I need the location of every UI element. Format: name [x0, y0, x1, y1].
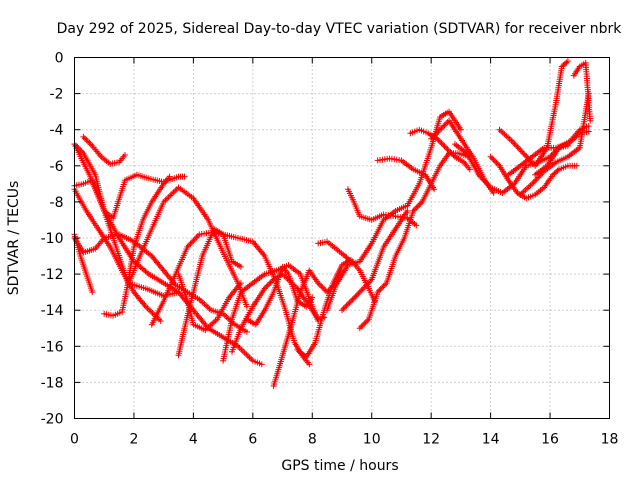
series-s27: [487, 153, 580, 202]
series-s19: [324, 108, 464, 314]
y-tick-label: -8: [50, 195, 64, 211]
series-markers: [243, 263, 316, 328]
series-markers: [315, 238, 354, 265]
x-tick-label: 14: [482, 432, 500, 448]
x-tick-label: 4: [189, 432, 198, 448]
y-tick-label: -4: [50, 123, 64, 139]
x-tick-labels: 0 2 4 6 8 10 12 14 16 18: [70, 432, 618, 448]
series-markers: [175, 271, 244, 334]
series-markers: [175, 226, 244, 359]
series-s22: [344, 186, 420, 229]
series-s31: [570, 59, 594, 124]
y-tick-label: -12: [41, 267, 64, 283]
series-markers: [374, 155, 438, 193]
axis-ticks: [74, 57, 610, 419]
series-s2: [80, 133, 128, 167]
series-s18: [315, 238, 354, 265]
x-tick-label: 0: [70, 432, 79, 448]
series-s32: [532, 123, 592, 178]
y-tick-labels: 0 -2 -4 -6 -8 -10 -12 -14 -16 -18 -20: [41, 51, 64, 428]
x-tick-label: 10: [363, 432, 381, 448]
y-tick-label: -2: [50, 87, 64, 103]
series-s12: [175, 271, 244, 334]
series-markers: [532, 123, 592, 178]
series-s24: [407, 126, 473, 173]
x-tick-label: 16: [541, 432, 559, 448]
y-tick-label: -16: [41, 339, 64, 355]
series-markers: [570, 59, 594, 124]
x-tick-label: 18: [601, 432, 619, 448]
x-tick-label: 12: [422, 432, 440, 448]
series-s10: [148, 229, 313, 368]
series-markers: [517, 90, 592, 198]
series-markers: [487, 153, 580, 202]
series-markers: [80, 133, 128, 167]
series-s23: [374, 155, 438, 193]
y-tick-label: -18: [41, 375, 64, 391]
x-tick-label: 2: [129, 432, 138, 448]
chart-title: Day 292 of 2025, Sidereal Day-to-day VTE…: [57, 21, 623, 37]
series-s9: [125, 184, 250, 310]
y-tick-label: -14: [41, 303, 64, 319]
x-tick-label: 8: [308, 432, 317, 448]
data-series-group: [71, 58, 594, 389]
series-markers: [344, 186, 420, 229]
series-s16: [243, 263, 316, 328]
series-markers: [339, 207, 411, 314]
y-tick-label: -6: [50, 159, 64, 175]
y-tick-label: -10: [41, 231, 64, 247]
x-axis-label: GPS time / hours: [281, 458, 398, 474]
y-tick-label: 0: [55, 51, 64, 67]
series-s20: [339, 207, 411, 314]
series-s30: [517, 90, 592, 198]
x-tick-label: 6: [248, 432, 257, 448]
series-s17: [294, 256, 378, 361]
y-axis-label: SDTVAR / TECUs: [6, 181, 22, 296]
y-tick-label: -20: [41, 412, 64, 428]
series-s11: [175, 226, 244, 359]
series-markers: [148, 229, 313, 368]
